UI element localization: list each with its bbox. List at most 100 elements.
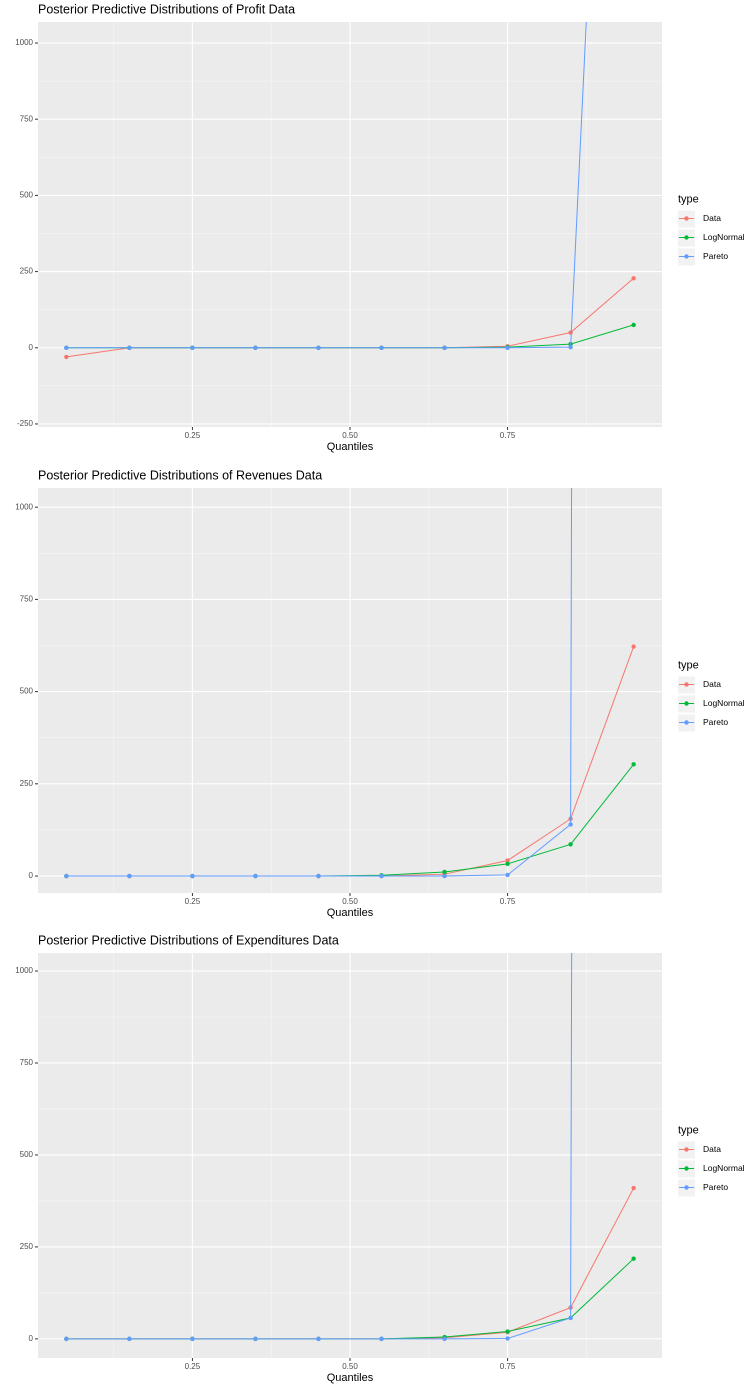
x-tick-label: 0.75 [500, 431, 516, 440]
data-point [253, 1336, 258, 1342]
y-tick-label: 750 [20, 114, 34, 123]
y-tick-label: 750 [20, 1058, 34, 1067]
series-line [66, 953, 573, 1340]
y-tick-label: 500 [20, 687, 34, 696]
legend-label: Pareto [703, 1182, 728, 1192]
x-axis-label: Quantiles [327, 1372, 374, 1384]
y-tick-label: 1000 [15, 966, 33, 975]
data-point [316, 1336, 321, 1342]
data-point [253, 873, 258, 879]
series-line [66, 22, 587, 349]
x-tick-label: 0.50 [342, 1362, 358, 1371]
series-line [66, 488, 573, 877]
chart-title: Posterior Predictive Distributions of Pr… [38, 2, 295, 16]
y-tick-label: 250 [20, 267, 34, 276]
data-point [190, 873, 195, 879]
data-point [442, 869, 447, 875]
legend-swatch [684, 720, 689, 725]
data-point [505, 858, 510, 863]
legend-label: Data [703, 213, 721, 223]
data-point [631, 644, 636, 649]
x-tick-label: 0.50 [342, 431, 358, 440]
y-tick-label: 1000 [15, 502, 33, 511]
legend-swatch [684, 701, 689, 706]
chart-title: Posterior Predictive Distributions of Ex… [38, 933, 339, 947]
legend-swatch [684, 216, 689, 221]
data-point [631, 1185, 636, 1191]
legend-title: type [678, 1124, 699, 1136]
x-tick-label: 0.75 [500, 1362, 516, 1371]
legend-label: Pareto [703, 717, 728, 727]
data-point [631, 322, 636, 328]
y-tick-label: 250 [20, 779, 34, 788]
x-tick-label: 0.25 [185, 897, 201, 906]
y-tick-label: 250 [20, 1242, 34, 1251]
x-axis-label: Quantiles [327, 441, 374, 453]
legend-title: type [678, 193, 699, 205]
data-point [190, 1336, 195, 1342]
data-point [379, 873, 384, 879]
data-point [64, 345, 69, 350]
data-point [505, 861, 510, 867]
data-point [631, 762, 636, 767]
legend-label: Pareto [703, 251, 728, 261]
y-tick-label: 0 [29, 1334, 34, 1343]
legend-swatch [684, 254, 689, 259]
x-tick-label: 0.75 [500, 897, 516, 906]
plot-marks [64, 22, 636, 360]
data-point [190, 345, 195, 350]
data-point [379, 1336, 384, 1342]
legend-swatch [684, 682, 689, 687]
data-point [64, 873, 69, 879]
data-point [316, 345, 321, 350]
data-point [442, 345, 447, 350]
data-point [127, 345, 132, 350]
data-point [253, 345, 258, 350]
chart-title: Posterior Predictive Distributions of Re… [38, 468, 322, 482]
x-tick-label: 0.50 [342, 897, 358, 906]
y-tick-label: 500 [20, 191, 34, 200]
y-tick-label: 0 [29, 343, 34, 352]
data-point [64, 354, 69, 360]
data-point [568, 344, 573, 350]
data-point [442, 873, 447, 879]
data-point [505, 872, 510, 878]
data-point [316, 873, 321, 879]
data-point [568, 842, 573, 847]
data-point [127, 1336, 132, 1342]
legend-title: type [678, 659, 699, 671]
legend-label: Data [703, 1144, 721, 1154]
legend-swatch [684, 1166, 689, 1171]
data-point [379, 345, 384, 350]
panel: Posterior Predictive Distributions of Pr… [15, 2, 745, 453]
x-tick-label: 0.25 [185, 431, 201, 440]
y-tick-label: -250 [17, 419, 34, 428]
data-point [442, 1336, 447, 1342]
y-tick-label: 1000 [15, 38, 33, 47]
plot-marks [64, 953, 636, 1342]
y-tick-label: 500 [20, 1150, 34, 1159]
legend-label: LogNormal [703, 232, 745, 242]
legend-swatch [684, 235, 689, 240]
data-point [64, 1336, 69, 1342]
data-point [505, 1329, 510, 1334]
panel: Posterior Predictive Distributions of Re… [15, 468, 745, 919]
legend-label: Data [703, 679, 721, 689]
data-point [505, 1336, 510, 1341]
data-point [568, 822, 573, 827]
x-tick-label: 0.25 [185, 1362, 201, 1371]
panel: Posterior Predictive Distributions of Ex… [15, 933, 744, 1384]
plot-marks [64, 488, 636, 879]
y-tick-label: 750 [20, 595, 34, 604]
legend-label: LogNormal [703, 698, 745, 708]
legend-swatch [684, 1147, 689, 1152]
x-axis-label: Quantiles [327, 907, 374, 919]
y-tick-label: 0 [29, 871, 34, 880]
data-point [568, 1315, 573, 1321]
data-point [631, 1256, 636, 1261]
data-point [127, 873, 132, 879]
data-point [631, 276, 636, 281]
data-point [568, 330, 573, 335]
legend-swatch [684, 1185, 689, 1190]
